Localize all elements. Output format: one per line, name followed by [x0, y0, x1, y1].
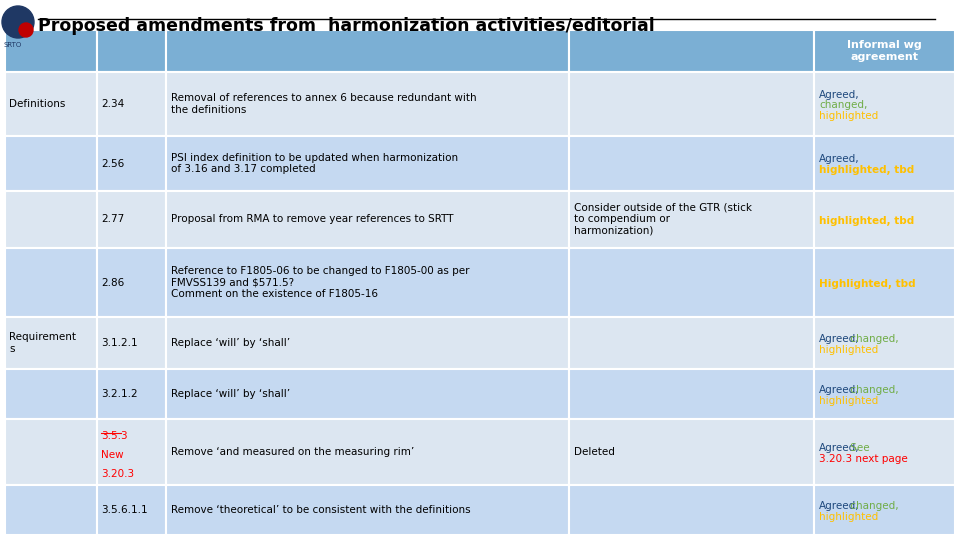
Bar: [165, 191, 569, 248]
Text: changed,: changed,: [847, 384, 899, 395]
Text: 3.5.3: 3.5.3: [101, 431, 128, 441]
Bar: [97, 248, 165, 317]
Text: Agreed,: Agreed,: [820, 154, 860, 165]
Bar: [569, 191, 814, 248]
Text: 3.20.3: 3.20.3: [101, 469, 134, 479]
Text: highlighted, tbd: highlighted, tbd: [820, 165, 915, 176]
Text: highlighted: highlighted: [820, 395, 878, 406]
Text: 2.34: 2.34: [101, 99, 125, 109]
Circle shape: [19, 23, 33, 37]
Bar: [814, 485, 955, 535]
Text: Removal of references to annex 6 because redundant with
the definitions: Removal of references to annex 6 because…: [171, 93, 476, 115]
Bar: [5, 137, 97, 191]
Bar: [5, 418, 97, 485]
Bar: [814, 317, 955, 369]
Text: New: New: [101, 450, 124, 460]
Text: Agreed,: Agreed,: [820, 334, 860, 344]
Bar: [97, 418, 165, 485]
Bar: [165, 248, 569, 317]
Bar: [5, 485, 97, 535]
Circle shape: [2, 6, 34, 38]
Text: Agreed,: Agreed,: [820, 501, 860, 511]
Text: Replace ‘will’ by ‘shall’: Replace ‘will’ by ‘shall’: [171, 338, 290, 348]
Bar: [569, 248, 814, 317]
Text: highlighted: highlighted: [820, 512, 878, 522]
Bar: [5, 317, 97, 369]
Bar: [165, 137, 569, 191]
Bar: [165, 72, 569, 137]
Text: Remove ‘theoretical’ to be consistent with the definitions: Remove ‘theoretical’ to be consistent wi…: [171, 505, 470, 515]
Text: 3.5.6.1.1: 3.5.6.1.1: [101, 505, 148, 515]
Text: 3.20.3 next page: 3.20.3 next page: [820, 454, 908, 464]
Bar: [97, 30, 165, 72]
Text: 3.1.2.1: 3.1.2.1: [101, 338, 138, 348]
Bar: [5, 191, 97, 248]
Bar: [165, 369, 569, 418]
Bar: [814, 72, 955, 137]
Bar: [165, 317, 569, 369]
Bar: [814, 369, 955, 418]
Bar: [569, 30, 814, 72]
Text: Reference to F1805-06 to be changed to F1805-00 as per
FMVSS139 and $571.5?
Comm: Reference to F1805-06 to be changed to F…: [171, 266, 469, 299]
Text: Remove ‘and measured on the measuring rim’: Remove ‘and measured on the measuring ri…: [171, 447, 414, 457]
Text: 2.77: 2.77: [101, 214, 125, 225]
Text: Agreed,: Agreed,: [820, 443, 860, 453]
Bar: [5, 72, 97, 137]
Bar: [569, 72, 814, 137]
Text: Deleted: Deleted: [574, 447, 615, 457]
Bar: [97, 137, 165, 191]
Text: 3.2.1.2: 3.2.1.2: [101, 389, 138, 399]
Text: changed,: changed,: [847, 501, 899, 511]
Text: Highlighted, tbd: Highlighted, tbd: [820, 279, 916, 289]
Bar: [569, 317, 814, 369]
Text: highlighted: highlighted: [820, 111, 878, 122]
Bar: [97, 317, 165, 369]
Bar: [165, 485, 569, 535]
Text: 2.86: 2.86: [101, 278, 125, 287]
Bar: [97, 191, 165, 248]
Bar: [814, 30, 955, 72]
Text: 2.56: 2.56: [101, 159, 125, 168]
Bar: [814, 418, 955, 485]
Bar: [5, 369, 97, 418]
Bar: [569, 485, 814, 535]
Text: Agreed,: Agreed,: [820, 384, 860, 395]
Text: highlighted, tbd: highlighted, tbd: [820, 215, 915, 226]
Bar: [97, 369, 165, 418]
Text: Consider outside of the GTR (stick
to compendium or
harmonization): Consider outside of the GTR (stick to co…: [574, 203, 753, 236]
Text: changed,: changed,: [820, 100, 868, 111]
Bar: [814, 137, 955, 191]
Text: Definitions: Definitions: [9, 99, 65, 109]
Text: Agreed,: Agreed,: [820, 90, 860, 99]
Bar: [5, 248, 97, 317]
Bar: [5, 30, 97, 72]
Text: Proposed amendments from  harmonization activities/editorial: Proposed amendments from harmonization a…: [38, 17, 655, 35]
Bar: [97, 485, 165, 535]
Bar: [814, 191, 955, 248]
Text: Replace ‘will’ by ‘shall’: Replace ‘will’ by ‘shall’: [171, 389, 290, 399]
Text: changed,: changed,: [847, 334, 899, 344]
Text: PSI index definition to be updated when harmonization
of 3.16 and 3.17 completed: PSI index definition to be updated when …: [171, 153, 458, 174]
Text: highlighted: highlighted: [820, 345, 878, 355]
Text: SRTO: SRTO: [4, 42, 22, 48]
Text: Informal wg
agreement: Informal wg agreement: [848, 40, 922, 62]
Bar: [814, 248, 955, 317]
Text: See: See: [847, 443, 870, 453]
Bar: [165, 30, 569, 72]
Text: Requirement
s: Requirement s: [9, 332, 76, 354]
Bar: [97, 72, 165, 137]
Bar: [569, 418, 814, 485]
Text: Proposal from RMA to remove year references to SRTT: Proposal from RMA to remove year referen…: [171, 214, 453, 225]
Bar: [569, 369, 814, 418]
Bar: [569, 137, 814, 191]
Bar: [165, 418, 569, 485]
